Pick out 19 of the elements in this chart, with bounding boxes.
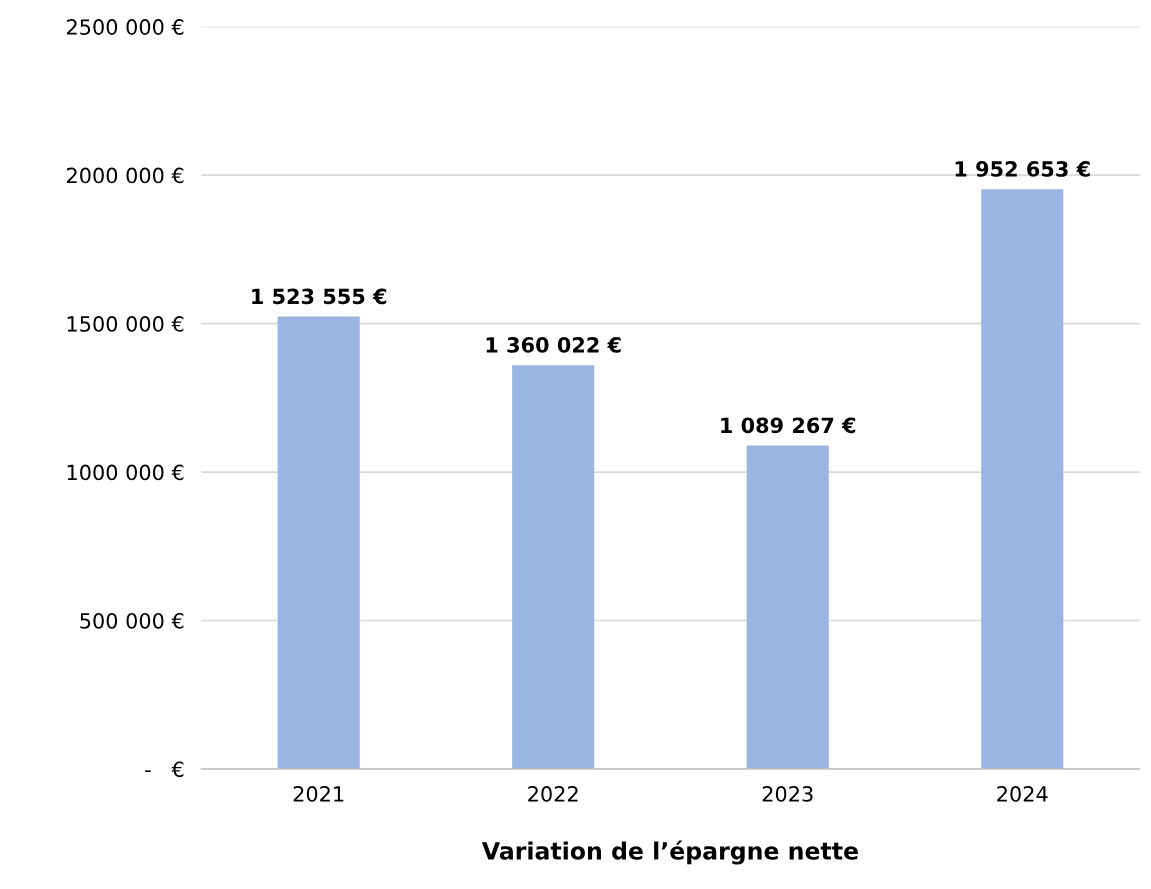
data-label: 1 089 267 € bbox=[721, 417, 856, 434]
x-tick-label: 2021 bbox=[293, 786, 344, 802]
y-tick-label: - € bbox=[145, 761, 184, 778]
y-tick-label: 2500 000 € bbox=[67, 19, 184, 35]
data-label: 1 952 653 € bbox=[955, 161, 1090, 177]
y-tick-label: 2000 000 € bbox=[67, 167, 184, 184]
data-label: 1 523 555 € bbox=[252, 288, 387, 305]
x-tick-label: 2023 bbox=[762, 786, 813, 802]
x-tick-label: 2024 bbox=[997, 786, 1048, 802]
x-axis-title: Variation de l’épargne nette bbox=[481, 840, 858, 865]
bar bbox=[512, 365, 595, 769]
bar bbox=[277, 316, 360, 769]
y-tick-label: 1500 000 € bbox=[67, 316, 184, 332]
bar bbox=[981, 189, 1064, 769]
y-tick-label: 1000 000 € bbox=[67, 464, 184, 481]
data-label: 1 360 022 € bbox=[486, 337, 621, 353]
x-tick-label: 2022 bbox=[528, 786, 578, 802]
y-tick-label: 500 000 € bbox=[80, 612, 184, 629]
bar bbox=[746, 445, 829, 769]
